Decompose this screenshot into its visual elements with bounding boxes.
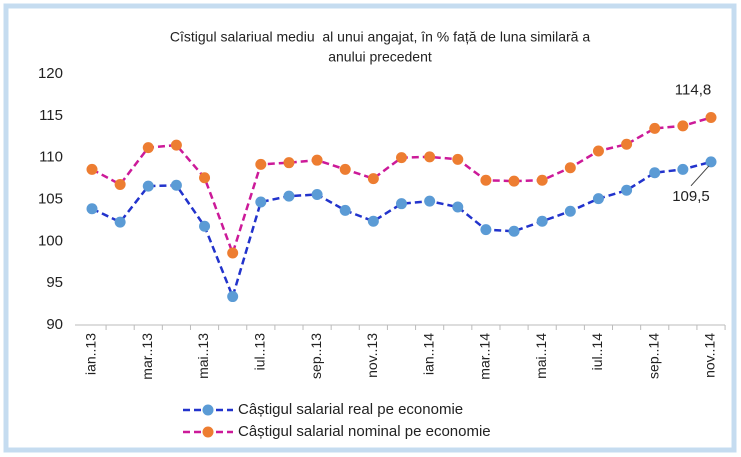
point bbox=[452, 201, 464, 213]
point bbox=[339, 163, 351, 175]
point bbox=[255, 158, 267, 170]
point bbox=[255, 196, 267, 208]
point bbox=[86, 163, 98, 175]
data-label: 109,5 bbox=[672, 188, 710, 205]
point bbox=[142, 142, 154, 154]
point bbox=[227, 247, 239, 259]
y-tick-label: 100 bbox=[38, 232, 63, 249]
point bbox=[649, 167, 661, 179]
x-tick-label: mai..14 bbox=[533, 333, 549, 379]
point bbox=[114, 178, 126, 190]
point bbox=[508, 175, 520, 187]
point bbox=[170, 139, 182, 151]
legend-label: Câștigul salarial nominal pe economie bbox=[238, 423, 491, 440]
x-tick-label: iul..14 bbox=[589, 333, 605, 371]
point bbox=[536, 215, 548, 227]
y-tick-label: 105 bbox=[38, 190, 63, 207]
point bbox=[311, 154, 323, 166]
x-tick-label: ian..13 bbox=[83, 333, 99, 375]
point bbox=[227, 291, 239, 303]
x-tick-label: nov..13 bbox=[364, 333, 380, 378]
point bbox=[114, 216, 126, 228]
point bbox=[621, 184, 633, 196]
point bbox=[199, 220, 211, 232]
x-tick-label: iul..13 bbox=[252, 333, 268, 371]
point bbox=[339, 204, 351, 216]
point bbox=[621, 138, 633, 150]
point bbox=[311, 188, 323, 200]
point bbox=[199, 172, 211, 184]
point bbox=[592, 193, 604, 205]
point bbox=[592, 145, 604, 157]
point bbox=[142, 180, 154, 192]
chart-title: anului precedent bbox=[328, 49, 432, 65]
y-tick-label: 90 bbox=[46, 316, 63, 333]
point bbox=[424, 151, 436, 163]
point bbox=[508, 225, 520, 237]
x-tick-label: nov..14 bbox=[702, 333, 718, 378]
point bbox=[170, 179, 182, 191]
legend-marker bbox=[202, 404, 214, 416]
data-label: 114,8 bbox=[675, 81, 711, 98]
point bbox=[424, 195, 436, 207]
point bbox=[452, 153, 464, 165]
point bbox=[86, 203, 98, 215]
x-tick-label: mar..13 bbox=[139, 333, 155, 380]
y-tick-label: 110 bbox=[39, 149, 63, 166]
legend-label: Câștigul salarial real pe economie bbox=[238, 401, 463, 418]
point bbox=[564, 205, 576, 217]
point bbox=[396, 198, 407, 210]
point bbox=[705, 112, 717, 124]
y-tick-label: 95 bbox=[46, 274, 63, 291]
point bbox=[649, 122, 661, 134]
x-tick-label: mai..13 bbox=[195, 333, 211, 379]
point bbox=[480, 224, 492, 236]
x-tick-label: ian..14 bbox=[420, 333, 436, 375]
point bbox=[283, 157, 295, 169]
point bbox=[705, 156, 717, 168]
x-tick-label: sep..13 bbox=[308, 333, 324, 379]
point bbox=[564, 162, 576, 174]
point bbox=[677, 163, 689, 175]
point bbox=[480, 174, 492, 186]
leader-line bbox=[690, 165, 710, 187]
series-line bbox=[91, 160, 712, 301]
point bbox=[367, 173, 379, 185]
point bbox=[367, 215, 379, 227]
x-tick-label: mar..14 bbox=[477, 333, 493, 380]
x-tick-label: sep..14 bbox=[645, 333, 661, 379]
y-tick-label: 120 bbox=[38, 65, 63, 82]
chart-title: Cîstigul salariual mediu al unui angajat… bbox=[170, 29, 590, 45]
point bbox=[396, 152, 407, 164]
point bbox=[677, 120, 689, 132]
point bbox=[536, 174, 548, 186]
frame bbox=[3, 3, 737, 453]
legend-marker bbox=[202, 426, 214, 438]
y-tick-label: 115 bbox=[39, 107, 63, 124]
point bbox=[283, 190, 295, 202]
